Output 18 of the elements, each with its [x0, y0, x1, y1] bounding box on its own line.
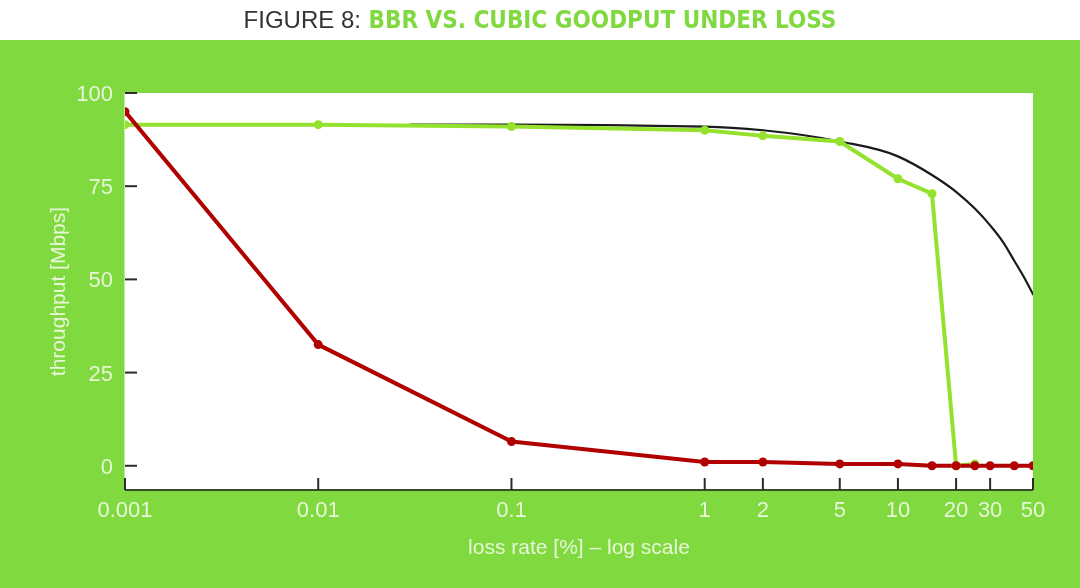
x-tick-label: 1 [698, 497, 711, 522]
x-tick-label: 50 [1020, 497, 1046, 522]
y-tick-label: 100 [76, 81, 113, 106]
x-tick-label: 5 [833, 497, 846, 522]
x-tick-label: 0.01 [296, 497, 340, 522]
x-axis-title: loss rate [%] – log scale [468, 535, 690, 558]
y-tick-label: 50 [88, 267, 113, 293]
x-tick-label: 30 [977, 497, 1003, 522]
y-axis-title: throughput [Mbps] [45, 206, 69, 377]
y-tick-label: 75 [88, 174, 113, 200]
x-tick-label: 20 [943, 497, 969, 522]
x-tick-label: 0.001 [97, 497, 153, 522]
chart-title: FIGURE 8: BBR VS. CUBIC GOODPUT UNDER LOSS [243, 6, 837, 34]
y-tick-label: 25 [88, 360, 113, 386]
x-tick-label: 2 [756, 497, 769, 522]
y-tick-label: 0 [100, 453, 113, 479]
x-tick-label: 0.1 [496, 497, 527, 522]
x-tick-label: 10 [885, 497, 911, 522]
